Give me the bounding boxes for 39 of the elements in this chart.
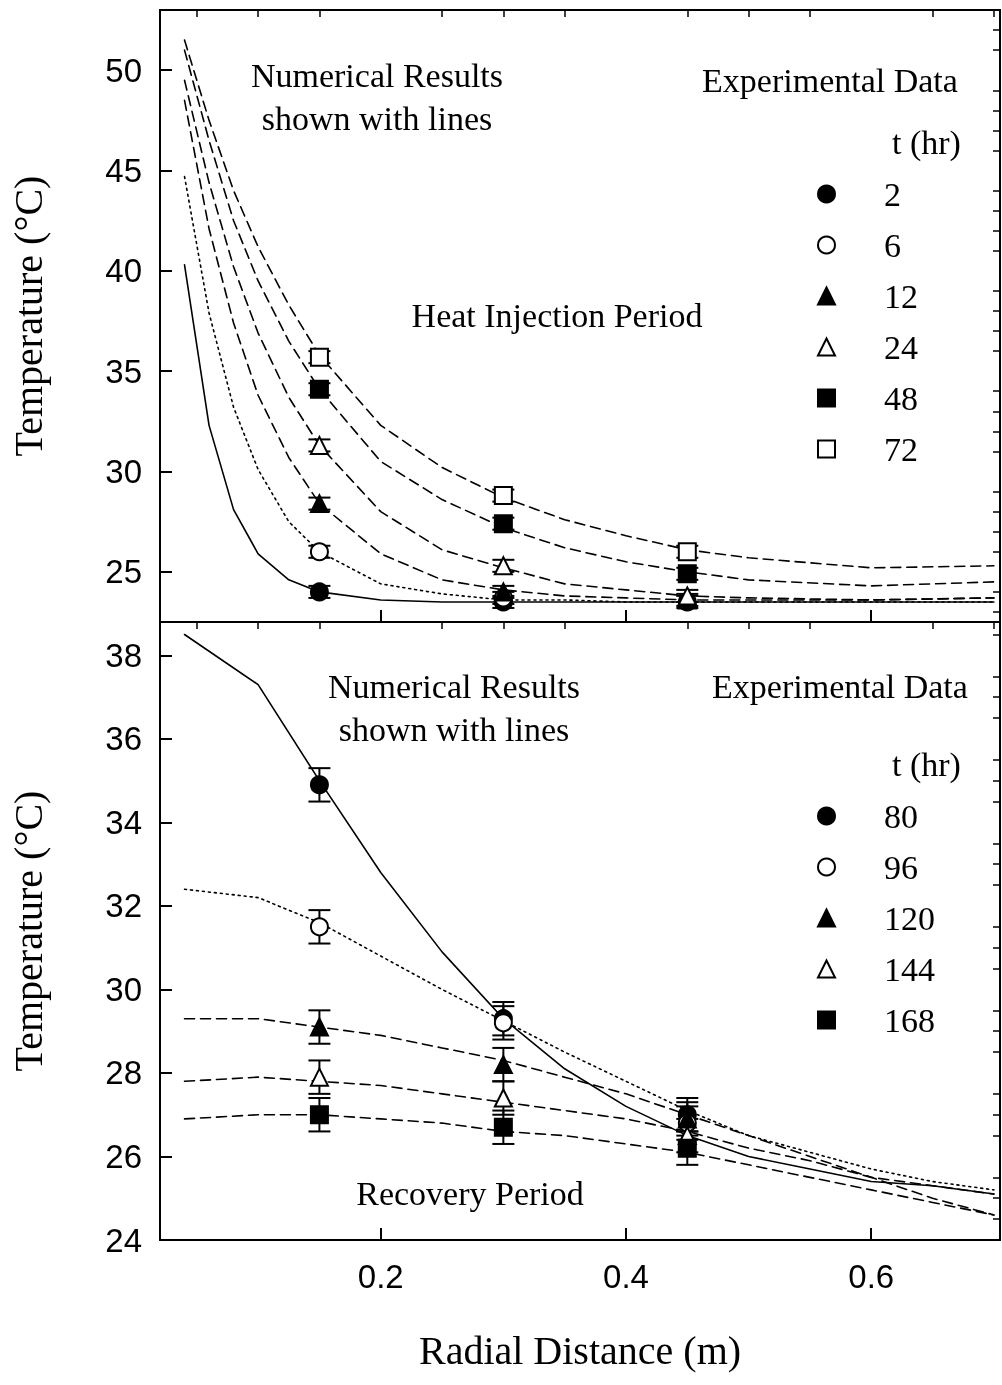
y-tick-label: 24 <box>105 1221 142 1259</box>
legend-label: 72 <box>884 430 918 468</box>
y-tick-label: 30 <box>105 453 142 491</box>
legend-label: 12 <box>884 277 918 315</box>
legend-label: 80 <box>884 797 918 835</box>
annotation: Recovery Period <box>356 1174 584 1212</box>
legend-label: 144 <box>884 950 935 988</box>
legend-title: t (hr) <box>892 745 961 784</box>
annotation: Heat Injection Period <box>411 296 703 334</box>
x-axis-title: Radial Distance (m) <box>418 1327 742 1373</box>
y-axis-title: Temperature (°C) <box>5 175 51 457</box>
x-tick-label: 0.2 <box>357 1258 404 1295</box>
y-tick-label: 38 <box>105 636 142 674</box>
y-tick-label: 32 <box>105 887 142 925</box>
y-tick-label: 28 <box>105 1054 142 1092</box>
legend-label: 168 <box>884 1001 935 1039</box>
annotation: Numerical Results shown with lines <box>327 668 581 748</box>
legend-label: 120 <box>884 899 935 937</box>
y-tick-label: 50 <box>105 51 142 89</box>
y-tick-label: 45 <box>105 152 142 190</box>
y-tick-label: 36 <box>105 720 142 758</box>
x-tick-label: 0.4 <box>603 1258 649 1295</box>
legend-label: 96 <box>884 848 918 886</box>
y-tick-label: 35 <box>105 352 142 390</box>
y-axis-title: Temperature (°C) <box>5 790 51 1072</box>
annotation: Numerical Results shown with lines <box>250 57 504 137</box>
annotation: Experimental Data <box>702 61 958 99</box>
y-tick-label: 25 <box>105 553 142 591</box>
legend-label: 48 <box>884 379 918 417</box>
y-tick-label: 26 <box>105 1137 142 1175</box>
x-tick-label: 0.6 <box>848 1258 895 1295</box>
legend-title: t (hr) <box>892 123 961 162</box>
legend-label: 2 <box>884 175 901 213</box>
legend-label: 6 <box>884 226 901 264</box>
y-tick-label: 40 <box>105 252 142 290</box>
y-tick-label: 34 <box>105 803 142 841</box>
y-tick-label: 30 <box>105 970 142 1008</box>
legend-label: 24 <box>884 328 918 366</box>
annotation: Experimental Data <box>712 667 968 705</box>
